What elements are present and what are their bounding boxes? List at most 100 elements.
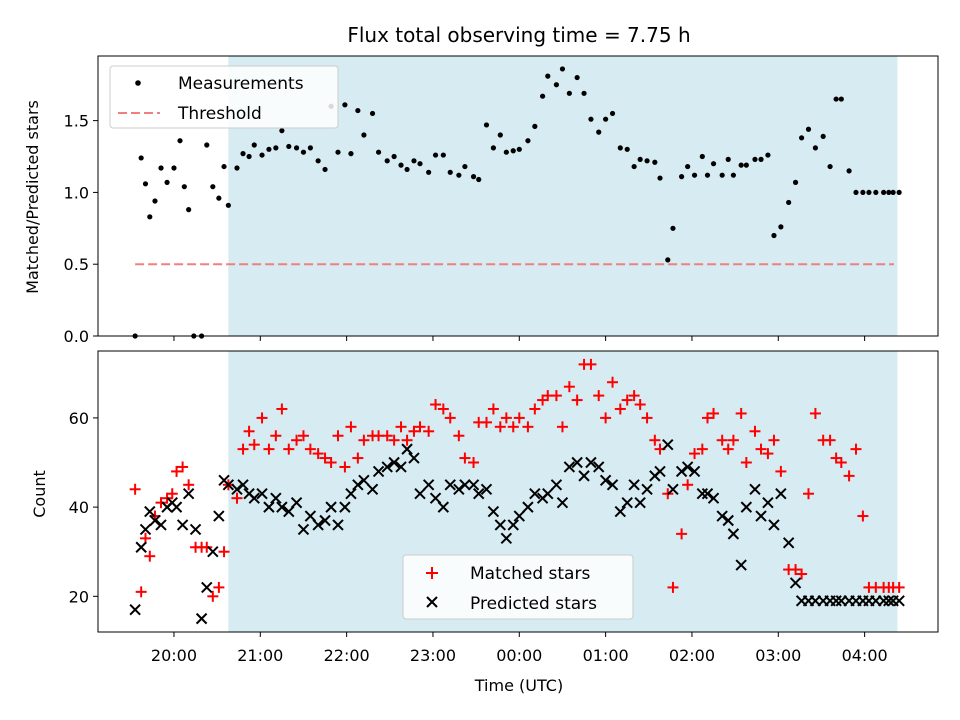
matched-star-point [614, 403, 626, 415]
measurement-point [540, 93, 546, 99]
predicted-star-point [201, 581, 213, 594]
measurement-point [398, 162, 404, 168]
matched-star-point [213, 581, 225, 593]
matched-star-point [144, 550, 156, 562]
predicted-star-point [599, 474, 612, 487]
predicted-star-point [129, 603, 141, 616]
matched-star-point [248, 439, 260, 451]
count-panel: 20 40 60 20:00 21:00 22:00 23:00 00:00 01:00 02:… [30, 350, 939, 695]
measurement-point [609, 110, 616, 117]
measurement-point [805, 126, 812, 132]
predicted-star-point [395, 461, 407, 473]
matched-star-point [358, 434, 370, 446]
y-tick-label: 1.5 [64, 112, 89, 131]
measurement-point [771, 232, 777, 239]
matched-star-point [381, 430, 393, 442]
measurement-point [470, 174, 477, 180]
measurement-point [833, 96, 839, 102]
predicted-star-point [893, 595, 905, 607]
predicted-star-point [529, 488, 541, 500]
measurement-point [644, 158, 650, 164]
measurement-point [417, 161, 423, 167]
count-plot-frame [97, 350, 939, 633]
measurement-point [873, 189, 879, 196]
predicted-star-point [189, 523, 202, 536]
measurement-point [581, 90, 587, 96]
measurement-point [266, 146, 272, 152]
predicted-star-point [507, 519, 519, 531]
measurement-point [725, 156, 731, 162]
ratio-x-axis-ticks [173, 336, 866, 341]
observing-window-shade [228, 56, 898, 336]
predicted-star-point [701, 488, 714, 500]
matched-star-point [325, 457, 337, 469]
predicted-star-point [231, 483, 243, 495]
predicted-star-point [467, 479, 480, 491]
matched-star-point [607, 376, 619, 388]
predicted-star-point [414, 488, 426, 500]
predicted-star-point [727, 528, 740, 540]
predicted-star-point [372, 465, 385, 478]
measurement-point [503, 149, 509, 155]
matched-star-point [388, 434, 400, 446]
matched-star-point [218, 546, 230, 558]
predicted-star-point [675, 465, 688, 478]
predicted-star-point [707, 492, 720, 504]
measurement-point [853, 189, 859, 196]
matched-star-point [291, 434, 303, 446]
matched-star-point [276, 403, 288, 415]
predicted-star-point [256, 488, 268, 500]
matched-star-point [129, 483, 141, 495]
predicted-star-point [149, 514, 161, 527]
predicted-star-point [614, 505, 627, 518]
predicted-star-point [480, 483, 493, 495]
measurement-point [225, 202, 231, 208]
measurement-point [657, 175, 663, 181]
predicted-star-points [129, 438, 905, 625]
predicted-star-point [762, 496, 774, 509]
predicted-star-point [276, 501, 288, 513]
matched-star-point [155, 497, 167, 509]
measurement-point [637, 156, 643, 162]
matched-star-point [768, 434, 780, 446]
matched-star-point [803, 488, 815, 500]
matched-star-point [401, 434, 413, 446]
predicted-star-point [388, 456, 400, 469]
predicted-star-point [290, 496, 303, 509]
matched-star-point [682, 479, 694, 491]
measurement-point [279, 128, 285, 134]
matched-star-point [835, 457, 847, 469]
measurement-point [559, 66, 566, 72]
predicted-star-point [735, 559, 747, 571]
matched-star-point [809, 407, 821, 419]
measurement-point [158, 165, 164, 171]
matched-star-point [593, 390, 605, 402]
measurement-point [860, 189, 866, 196]
measurement-point [704, 172, 711, 178]
measurement-point [181, 184, 187, 190]
measurement-point [246, 153, 252, 160]
predicted-star-point [722, 514, 734, 527]
matched-star-point [649, 434, 661, 446]
measurement-point [596, 129, 602, 135]
matched-star-point [500, 412, 512, 424]
matched-star-point [735, 407, 747, 419]
predicted-star-point [782, 537, 795, 549]
matched-star-point [453, 430, 465, 442]
predicted-star-point [207, 546, 219, 558]
matched-star-point [345, 421, 357, 433]
measurement-point [866, 189, 872, 196]
measurement-point [204, 142, 210, 148]
measurement-point [411, 158, 417, 164]
matched-star-point [850, 443, 862, 455]
measurement-point [691, 172, 698, 178]
matched-star-point [395, 421, 407, 433]
measurement-point [361, 132, 367, 138]
predicted-star-point [563, 461, 576, 473]
x-tick-label: 20:00 [151, 646, 197, 665]
predicted-star-point [325, 501, 337, 513]
matched-star-point [352, 452, 364, 464]
matched-star-point [716, 434, 728, 446]
predicted-star-point [494, 519, 507, 531]
